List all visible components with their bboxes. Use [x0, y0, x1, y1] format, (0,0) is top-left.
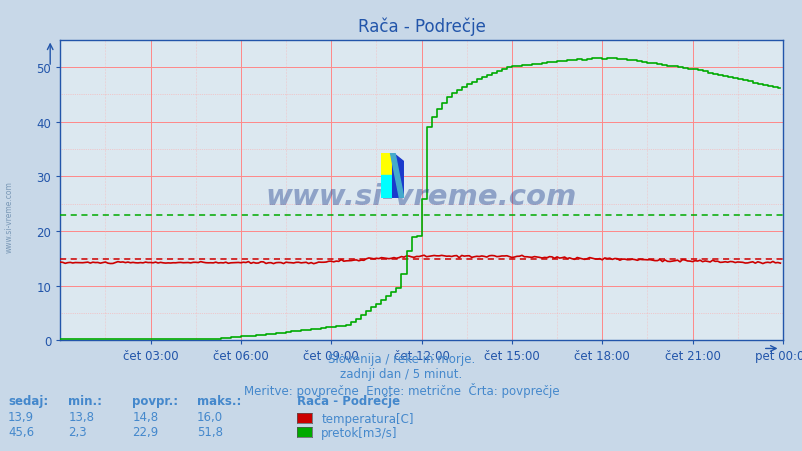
Text: sedaj:: sedaj:: [8, 394, 48, 407]
Text: 22,9: 22,9: [132, 425, 159, 438]
Text: 51,8: 51,8: [196, 425, 222, 438]
Text: Rača - Podrečje: Rača - Podrečje: [297, 394, 399, 407]
Text: temperatura[C]: temperatura[C]: [321, 412, 413, 424]
Text: www.si-vreme.com: www.si-vreme.com: [265, 183, 577, 211]
Text: 16,0: 16,0: [196, 410, 223, 423]
Text: 2,3: 2,3: [68, 425, 87, 438]
Text: Meritve: povprečne  Enote: metrične  Črta: povprečje: Meritve: povprečne Enote: metrične Črta:…: [243, 382, 559, 397]
Text: 14,8: 14,8: [132, 410, 159, 423]
Polygon shape: [392, 153, 403, 198]
Bar: [381, 153, 392, 176]
Text: Slovenija / reke in morje.: Slovenija / reke in morje.: [327, 353, 475, 366]
Text: www.si-vreme.com: www.si-vreme.com: [5, 180, 14, 253]
Text: 13,9: 13,9: [8, 410, 34, 423]
Text: 13,8: 13,8: [68, 410, 94, 423]
Text: zadnji dan / 5 minut.: zadnji dan / 5 minut.: [340, 368, 462, 381]
Text: min.:: min.:: [68, 394, 102, 407]
Text: povpr.:: povpr.:: [132, 394, 178, 407]
Text: 45,6: 45,6: [8, 425, 34, 438]
Bar: [381, 176, 392, 198]
Text: maks.:: maks.:: [196, 394, 241, 407]
Title: Rača - Podrečje: Rača - Podrečje: [357, 18, 485, 36]
Text: pretok[m3/s]: pretok[m3/s]: [321, 427, 397, 439]
Polygon shape: [390, 153, 403, 198]
